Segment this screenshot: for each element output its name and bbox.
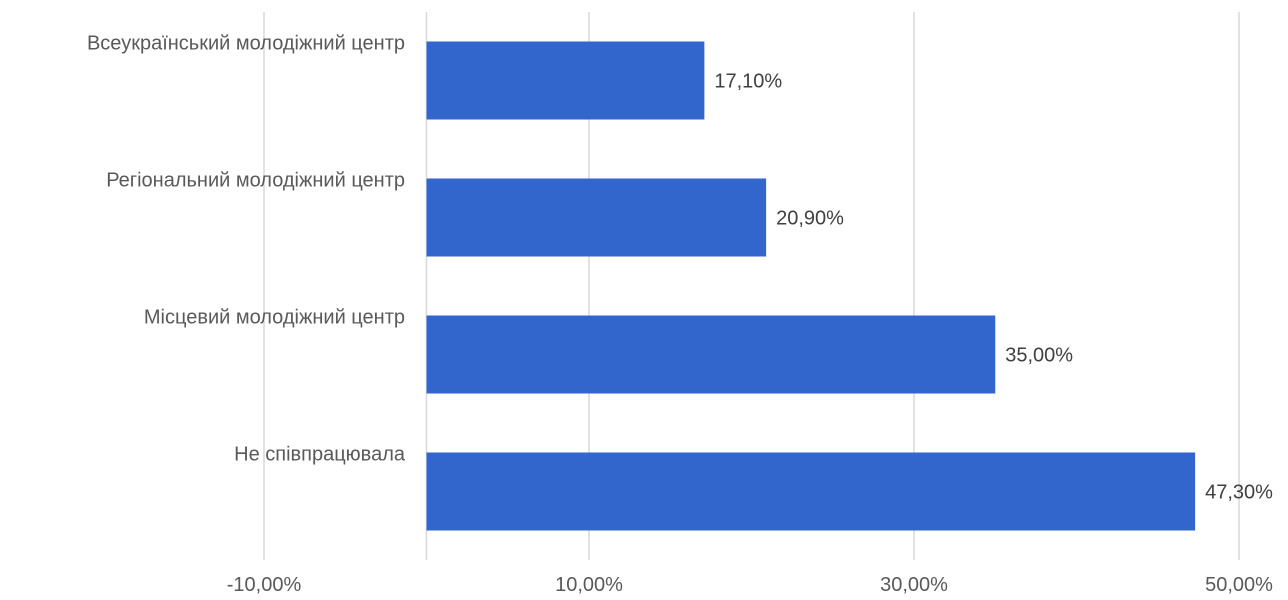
bar: [426, 452, 1196, 531]
x-axis-tick-labels: -10,00% 10,00% 30,00% 50,00%: [227, 574, 1273, 596]
x-tick-label: 10,00%: [555, 574, 623, 596]
category-label: Не співпрацювала: [234, 444, 406, 466]
bar: [426, 315, 996, 394]
x-tick-label: 30,00%: [880, 574, 948, 596]
data-label: 47,30%: [1205, 482, 1273, 504]
data-label: 35,00%: [1005, 345, 1073, 367]
bars: [426, 41, 1196, 531]
x-tick-label: 50,00%: [1205, 574, 1273, 596]
x-tick-label: -10,00%: [227, 574, 302, 596]
category-label: Регіональний молодіжний центр: [106, 170, 405, 192]
data-labels: 17,10% 20,90% 35,00% 47,30%: [714, 71, 1273, 504]
data-label: 17,10%: [714, 71, 782, 93]
category-labels: Всеукраїнський молодіжний центр Регіональ…: [87, 33, 406, 466]
data-label: 20,90%: [776, 208, 844, 230]
category-label: Всеукраїнський молодіжний центр: [87, 33, 405, 55]
bar: [426, 178, 767, 257]
category-label: Місцевий молодіжний центр: [144, 307, 405, 329]
bar: [426, 41, 705, 120]
